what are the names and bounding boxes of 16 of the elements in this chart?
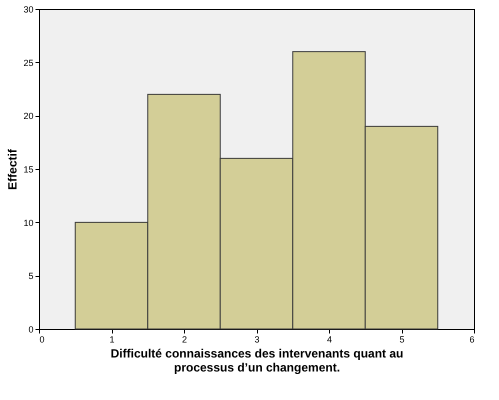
- y-tick-label: 10: [23, 218, 34, 228]
- y-tick-label: 30: [23, 4, 34, 14]
- x-tick-label: 4: [326, 334, 332, 344]
- x-tick-label: 3: [254, 334, 260, 344]
- y-tick-label: 0: [28, 324, 34, 334]
- x-axis-title: Difficulté connaissances des intervenants quant au processus d’un changement.: [110, 346, 404, 374]
- y-tick-label: 15: [23, 164, 34, 174]
- y-axis-title: Effectif: [5, 148, 20, 190]
- x-tick-label: 2: [182, 334, 188, 344]
- x-tick-label: 0: [40, 334, 45, 344]
- x-tick-label: 6: [469, 334, 474, 344]
- x-tick-label: 1: [109, 334, 115, 344]
- y-tick-label: 20: [23, 111, 34, 122]
- y-tick-label: 25: [23, 58, 34, 68]
- x-tick-label: 5: [399, 334, 405, 344]
- y-tick-label: 5: [28, 271, 34, 282]
